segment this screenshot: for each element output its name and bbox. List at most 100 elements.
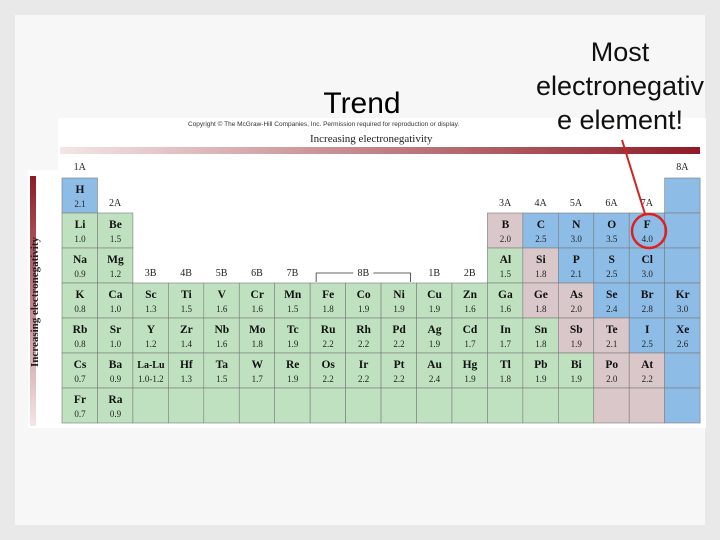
element-cell — [274, 282, 311, 319]
element-value: 1.8 — [323, 304, 335, 314]
element-value: 1.3 — [145, 304, 157, 314]
group-label: 2A — [109, 198, 122, 209]
element-value: 2.8 — [642, 304, 654, 314]
group-label: 1A — [74, 162, 87, 173]
annotation-line: electronegativ — [536, 71, 705, 101]
element-value: 2.4 — [606, 304, 618, 314]
element-symbol: Co — [357, 289, 371, 301]
element-value: 1.5 — [181, 304, 193, 314]
element-symbol: Cs — [74, 359, 87, 371]
element-cell — [487, 247, 524, 284]
element-value: 1.0-1.2 — [138, 374, 164, 384]
element-cell — [557, 247, 595, 284]
element-symbol: Bi — [571, 359, 583, 371]
element-cell — [97, 247, 134, 284]
element-cell — [522, 282, 559, 319]
element-symbol: Re — [286, 359, 299, 371]
slide-title: Trend — [323, 87, 400, 120]
element-symbol: Rb — [73, 324, 88, 336]
element-symbol: Cu — [427, 289, 442, 301]
element-symbol: Ni — [393, 289, 405, 301]
element-value: 3.5 — [606, 234, 618, 244]
element-value: 1.6 — [464, 304, 476, 314]
element-value: 1.9 — [535, 374, 547, 384]
element-cell — [168, 282, 205, 319]
group-label: 4A — [534, 198, 547, 209]
group-label: 6A — [605, 198, 618, 209]
element-symbol: I — [645, 324, 650, 336]
element-symbol: Ag — [427, 324, 441, 336]
element-value: 3.0 — [571, 234, 583, 244]
element-symbol: Au — [427, 359, 442, 371]
element-value: 4.0 — [642, 234, 654, 244]
element-value: 2.0 — [500, 234, 512, 244]
element-value: 1.9 — [571, 374, 583, 384]
element-cell — [168, 352, 205, 389]
element-cell — [132, 352, 169, 389]
element-symbol: Hf — [180, 359, 193, 371]
element-symbol: Hg — [463, 359, 478, 371]
element-cell — [309, 387, 346, 424]
element-symbol: Be — [109, 219, 122, 231]
element-cell — [132, 282, 169, 319]
element-symbol: Pt — [394, 359, 405, 371]
top-arrow-label: Increasing electronegativity — [310, 133, 433, 145]
element-cell — [345, 352, 382, 389]
group-label: 2B — [464, 268, 476, 279]
element-value: 2.1 — [606, 339, 617, 349]
element-cell — [61, 282, 98, 319]
periodic-table: H 2.1 Li 1.0 Be 1.5 B 2.0 C 2.5 N 3.0 O 3.5 F 4.0 Na 0.9 M… — [61, 162, 701, 424]
element-symbol: Cl — [641, 254, 653, 266]
group-label: 5B — [216, 268, 228, 279]
element-value: 2.1 — [74, 199, 85, 209]
element-cell — [557, 282, 595, 319]
side-arrow-label: Increasing electronegativity — [29, 236, 41, 367]
element-value: 3.0 — [642, 269, 654, 279]
element-cell — [522, 212, 559, 249]
element-symbol: Na — [73, 254, 87, 266]
element-cell — [664, 212, 701, 249]
element-cell — [380, 387, 417, 424]
element-cell — [557, 387, 595, 424]
element-cell — [628, 387, 665, 424]
top-arrow-bar — [60, 147, 700, 154]
element-cell — [664, 352, 701, 389]
element-symbol: F — [644, 219, 651, 231]
element-value: 2.4 — [429, 374, 441, 384]
element-value: 2.0 — [571, 304, 583, 314]
element-value: 2.5 — [606, 269, 618, 279]
element-cell — [664, 387, 701, 424]
element-value: 1.0 — [110, 304, 122, 314]
element-cell — [593, 212, 630, 249]
element-value: 1.0 — [110, 339, 122, 349]
element-symbol: Xe — [676, 324, 689, 336]
element-symbol: La-Lu — [137, 360, 165, 371]
element-value: 1.9 — [393, 304, 405, 314]
element-symbol: Tl — [500, 359, 511, 371]
element-cell — [416, 352, 453, 389]
element-cell — [451, 317, 488, 354]
element-value: 1.6 — [500, 304, 512, 314]
element-cell — [522, 247, 559, 284]
side-arrow-bar — [30, 176, 36, 426]
element-cell — [593, 352, 630, 389]
element-cell — [416, 387, 453, 424]
element-symbol: Ba — [109, 359, 123, 371]
element-symbol: Ir — [359, 359, 369, 371]
element-cell — [203, 317, 240, 354]
element-value: 1.2 — [145, 339, 156, 349]
element-symbol: Se — [606, 289, 618, 301]
element-value: 1.0 — [74, 234, 86, 244]
group-label: 3A — [499, 198, 512, 209]
element-symbol: Te — [606, 324, 618, 336]
element-symbol: Al — [500, 254, 512, 266]
element-cell — [557, 352, 595, 389]
element-symbol: Po — [605, 359, 618, 371]
element-symbol: S — [609, 254, 615, 266]
element-value: 2.0 — [606, 374, 618, 384]
element-value: 1.6 — [252, 304, 264, 314]
element-value: 2.5 — [642, 339, 654, 349]
element-symbol: Ca — [108, 289, 122, 301]
element-symbol: Kr — [676, 289, 690, 301]
